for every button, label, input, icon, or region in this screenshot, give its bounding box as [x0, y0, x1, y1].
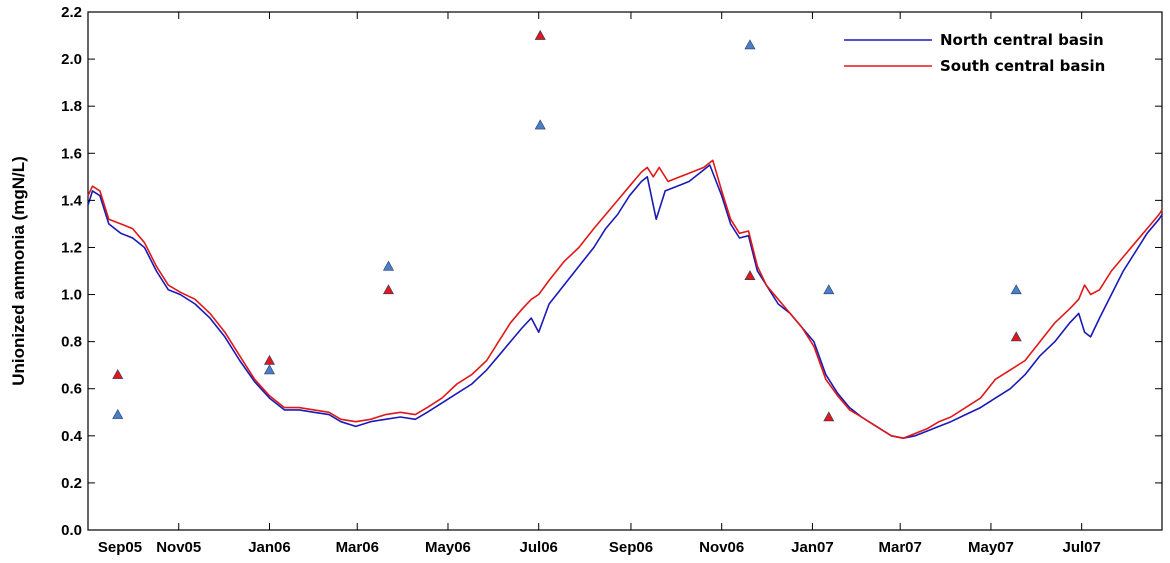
south-central-basin-line — [87, 159, 1163, 440]
y-tick-label: 0.0 — [61, 522, 82, 539]
observed-marker-red — [823, 411, 835, 422]
x-tick-label: May07 — [968, 539, 1014, 556]
y-tick-label: 0.6 — [61, 381, 82, 398]
observed-marker-blue — [534, 119, 546, 130]
plot-area — [87, 11, 1163, 531]
north-central-basin-line — [87, 164, 1163, 440]
observed-marker-blue — [112, 409, 124, 419]
y-tick-label: 0.2 — [61, 475, 82, 492]
observed-marker-red — [744, 270, 756, 281]
legend: North central basin South central basin — [844, 31, 1105, 75]
y-tick-label: 1.6 — [61, 145, 82, 162]
observed-marker-blue — [744, 39, 756, 50]
observed-marker-red — [112, 368, 124, 379]
observed-marker-blue — [1010, 284, 1022, 295]
x-tick-label: Sep06 — [609, 539, 653, 556]
y-tick-label: 2.2 — [61, 4, 82, 21]
x-tick-label: Jan07 — [791, 539, 834, 556]
y-tick-label: 0.4 — [61, 428, 83, 445]
legend-label-north: North central basin — [940, 31, 1104, 49]
observed-marker-red — [1010, 331, 1022, 342]
x-tick-label: May06 — [425, 539, 471, 556]
y-axis-title: Unionized ammonia (mgN/L) — [9, 156, 28, 386]
series-layer — [87, 29, 1163, 440]
y-axis: 0.0 0.2 0.4 0.6 0.8 1.0 1.2 1.4 1.6 1.8 2.0 2.2 — [61, 4, 1162, 539]
y-tick-label: 0.8 — [61, 334, 82, 351]
x-tick-label: Jan06 — [248, 539, 291, 556]
observed-marker-blue — [823, 284, 835, 295]
x-tick-label: Jul07 — [1062, 539, 1100, 556]
x-tick-label: Mar07 — [879, 539, 922, 556]
x-tick-label: Jul06 — [520, 539, 558, 556]
observed-marker-blue — [263, 364, 275, 375]
observed-marker-red — [263, 354, 275, 365]
observed-marker-red — [534, 29, 546, 40]
y-tick-label: 1.2 — [61, 239, 82, 256]
x-tick-label: Nov05 — [156, 539, 201, 556]
x-axis: Sep05 Nov05 Jan06 Mar06 May06 Jul06 Sep06 Nov06… — [87, 12, 1101, 556]
y-tick-label: 1.4 — [61, 192, 83, 209]
observed-marker-red — [382, 284, 394, 295]
y-tick-label: 1.0 — [61, 287, 82, 304]
y-tick-label: 1.8 — [61, 98, 82, 115]
legend-label-south: South central basin — [940, 57, 1105, 75]
observed-marker-blue — [382, 260, 394, 271]
y-tick-label: 2.0 — [61, 51, 82, 68]
x-tick-label: Sep05 — [98, 539, 142, 556]
x-tick-label: Mar06 — [336, 539, 379, 556]
x-tick-label: Nov06 — [699, 539, 744, 556]
